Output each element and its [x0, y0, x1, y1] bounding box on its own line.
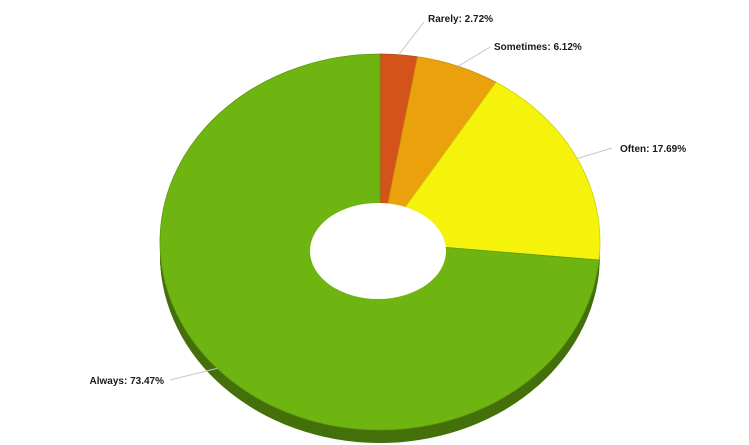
- slice-label-always: Always: 73.47%: [90, 376, 165, 387]
- leader-line-often: [577, 147, 613, 160]
- slice-label-often: Often: 17.69%: [620, 144, 686, 155]
- donut-hole: [310, 203, 446, 299]
- slice-often[interactable]: [379, 81, 601, 261]
- slice-labels: Rarely: 2.72% Sometimes: 6.12% Often: 17.6…: [90, 14, 687, 387]
- slice-label-rarely: Rarely: 2.72%: [428, 14, 493, 25]
- leader-line-rarely: [398, 21, 425, 56]
- leader-line-always: [169, 367, 218, 381]
- leader-line-sometimes: [457, 46, 491, 67]
- slice-label-sometimes: Sometimes: 6.12%: [494, 42, 582, 53]
